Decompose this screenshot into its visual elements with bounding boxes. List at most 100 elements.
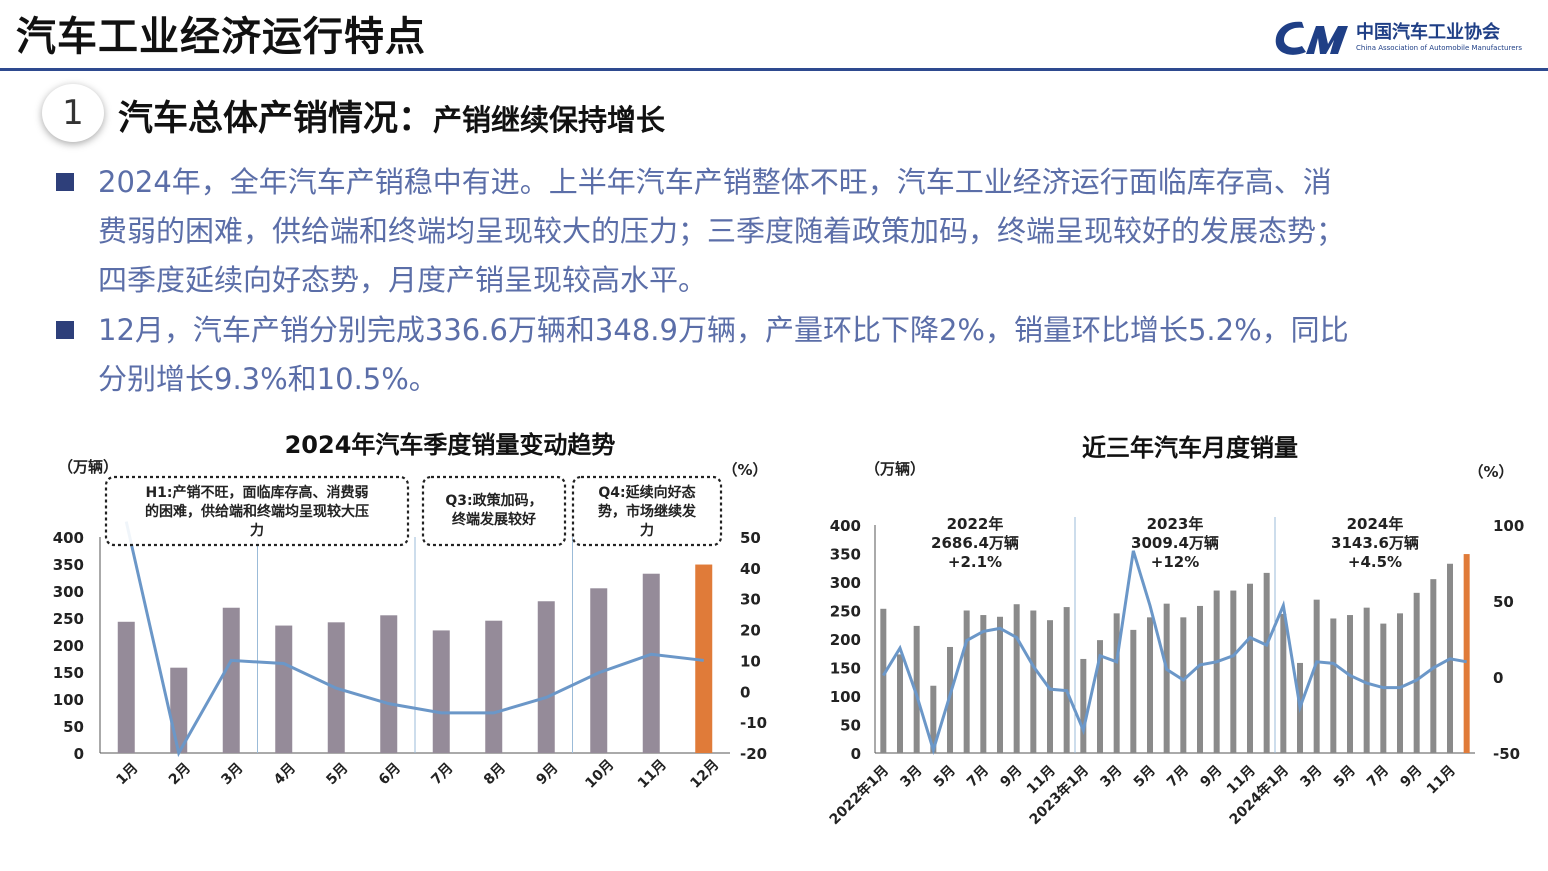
bar-7月 (980, 615, 987, 753)
x-tick-label: 3月 (1097, 763, 1125, 791)
bullet-1-line-1: 2024年，全年汽车产销稳中有进。上半年汽车产销整体不旺，汽车工业经济运行面临库… (98, 165, 1332, 199)
y2-axis-unit: （%） (1468, 463, 1513, 481)
y-tick-label: 300 (53, 583, 84, 601)
bar-10月 (1430, 579, 1437, 753)
y-tick-label: 250 (830, 603, 861, 621)
bar-4月 (1130, 629, 1137, 753)
section-subtitle: 产销继续保持增长 (433, 103, 666, 137)
q3-annotation-text: 终端发展较好 (452, 511, 536, 528)
x-tick-label: 7月 (1364, 763, 1392, 791)
bar-6月 (1363, 607, 1370, 753)
y2-tick-label: 50 (740, 529, 761, 547)
x-tick-label: 4月 (271, 760, 299, 788)
x-tick-label: 5月 (323, 760, 351, 788)
x-tick-label: 3月 (218, 760, 246, 788)
x-tick-label: 10月 (582, 757, 617, 792)
h1-annotation-box (104, 475, 410, 547)
bar-3月 (913, 625, 920, 753)
year-annotation-2: +12% (1151, 553, 1199, 571)
bar-7月 (432, 630, 450, 753)
y-axis-unit: （万辆） (865, 460, 925, 478)
bar-9月 (1213, 590, 1220, 753)
yoy-growth-line (124, 521, 704, 758)
y-tick-label: 250 (53, 610, 84, 628)
y-tick-label: 300 (830, 574, 861, 592)
x-tick-label: 1月 (113, 760, 141, 788)
bar-4月 (275, 625, 293, 753)
x-tick-label: 11月 (1424, 763, 1459, 798)
y2-tick-label: 0 (740, 683, 750, 701)
y-tick-label: 100 (53, 691, 84, 709)
y2-tick-label: 10 (740, 652, 761, 670)
bar-6月 (963, 610, 970, 753)
h1-annotation-text: 力 (250, 522, 264, 539)
x-tick-label: 2022年1月 (826, 762, 892, 828)
y-tick-label: 50 (840, 717, 861, 735)
bar-2023年1月 (1080, 658, 1087, 753)
x-tick-label: 9月 (533, 760, 561, 788)
q4-annotation-text: Q4:延续向好态 (598, 484, 695, 501)
bar-6月 (1163, 603, 1170, 753)
bar-1月 (117, 621, 135, 753)
q3-annotation-text: Q3:政策加码， (445, 492, 542, 509)
q3-annotation-box (421, 475, 567, 547)
bar-8月 (1397, 613, 1403, 753)
x-tick-label: 5月 (1331, 763, 1359, 791)
year-annotation-1: +2.1% (948, 553, 1002, 571)
bar-5月 (1347, 615, 1353, 753)
monthly-sales-chart: 400 350 300 250 200 150 100 50 0 100 50 0 -50 （万辆） （%）… (826, 460, 1524, 828)
bar-2022年1月 (880, 608, 887, 753)
year-annotation-2: 2023年 (1147, 515, 1204, 533)
y-tick-label: 400 (830, 517, 861, 535)
q4-annotation-text: 势，市场继续发 (598, 503, 697, 520)
x-tick-label: 5月 (1131, 763, 1159, 791)
x-tick-label: 12月 (687, 757, 722, 792)
y-tick-label: 200 (53, 637, 84, 655)
x-tick-label: 2月 (166, 760, 194, 788)
bar-2月 (897, 654, 903, 753)
bar-12月 (1063, 607, 1070, 753)
x-tick-label: 5月 (931, 763, 959, 791)
section-number-badge: 1 (42, 84, 104, 142)
bar-6月 (380, 615, 398, 753)
year-annotation-1: 2022年 (947, 515, 1004, 533)
bar-12月 (695, 564, 713, 753)
bar-11月 (1047, 620, 1053, 753)
y-axis-unit: （万辆） (58, 458, 118, 476)
h1-annotation-text: H1:产销不旺，面临库存高、消费弱 (145, 484, 368, 501)
y-tick-label: 150 (53, 664, 84, 682)
title-divider (0, 68, 1548, 71)
bar-4月 (1330, 618, 1337, 753)
bar-10月 (1230, 590, 1237, 753)
y2-tick-label: -10 (740, 714, 767, 732)
y-tick-label: 0 (851, 745, 861, 763)
y-tick-label: 400 (53, 529, 84, 547)
bar-8月 (997, 616, 1003, 753)
bar-3月 (1113, 613, 1120, 753)
bar-5月 (1147, 617, 1153, 753)
q4-annotation-box (571, 475, 723, 547)
year-annotation-1: 2686.4万辆 (931, 534, 1019, 552)
bar-2024年1月 (1280, 613, 1287, 753)
x-tick-label: 3月 (897, 763, 925, 791)
x-tick-label: 9月 (1397, 763, 1425, 791)
bullet-paragraph-2: 12月，汽车产销分别完成336.6万辆和348.9万辆，产量环比下降2%，销量环… (98, 306, 1518, 404)
x-tick-label: 7月 (428, 760, 456, 788)
y-tick-label: 350 (830, 546, 861, 564)
y2-tick-label: 20 (740, 622, 761, 640)
bar-8月 (1197, 605, 1203, 753)
bar-10月 (1030, 610, 1037, 753)
x-tick-label: 7月 (964, 763, 992, 791)
bullet-2-line-1: 12月，汽车产销分别完成336.6万辆和348.9万辆，产量环比下降2%，销量环… (98, 313, 1349, 347)
y-tick-label: 50 (63, 718, 84, 736)
y-tick-label: 100 (830, 688, 861, 706)
y2-axis-unit: （%） (722, 461, 767, 479)
chart2-title: 近三年汽车月度销量 (1082, 434, 1298, 462)
caam-logo: 中国汽车工业协会 China Association of Automobile… (1270, 14, 1540, 62)
q4-annotation-text: 力 (640, 522, 654, 539)
yoy-growth-line (882, 550, 1467, 756)
bar-9月 (537, 601, 555, 753)
bar-12月 (1463, 554, 1470, 753)
section-heading: 汽车总体产销情况：产销继续保持增长 (118, 90, 665, 141)
year-annotation-3: 2024年 (1347, 515, 1404, 533)
